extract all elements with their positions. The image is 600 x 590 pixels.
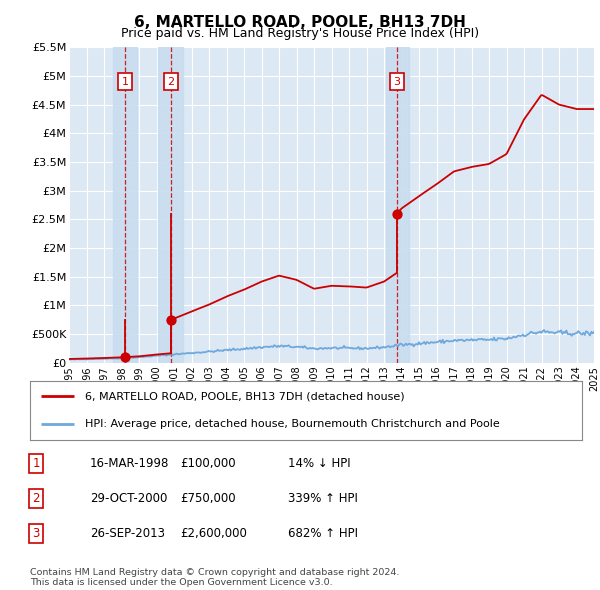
- Bar: [386, 47, 409, 363]
- Text: 339% ↑ HPI: 339% ↑ HPI: [288, 492, 358, 505]
- Text: 3: 3: [394, 77, 400, 87]
- Text: 16-MAR-1998: 16-MAR-1998: [90, 457, 169, 470]
- Text: £750,000: £750,000: [180, 492, 236, 505]
- Text: 6, MARTELLO ROAD, POOLE, BH13 7DH: 6, MARTELLO ROAD, POOLE, BH13 7DH: [134, 15, 466, 30]
- Point: [121, 352, 130, 362]
- Text: 14% ↓ HPI: 14% ↓ HPI: [288, 457, 350, 470]
- Text: 29-OCT-2000: 29-OCT-2000: [90, 492, 167, 505]
- Text: 1: 1: [32, 457, 40, 470]
- Text: £2,600,000: £2,600,000: [180, 527, 247, 540]
- Text: 6, MARTELLO ROAD, POOLE, BH13 7DH (detached house): 6, MARTELLO ROAD, POOLE, BH13 7DH (detac…: [85, 392, 405, 401]
- Bar: [158, 47, 183, 363]
- Text: £100,000: £100,000: [180, 457, 236, 470]
- Text: 1: 1: [122, 77, 128, 87]
- Text: 2: 2: [32, 492, 40, 505]
- Bar: [113, 47, 137, 363]
- Text: 26-SEP-2013: 26-SEP-2013: [90, 527, 165, 540]
- Text: HPI: Average price, detached house, Bournemouth Christchurch and Poole: HPI: Average price, detached house, Bour…: [85, 419, 500, 428]
- Text: 682% ↑ HPI: 682% ↑ HPI: [288, 527, 358, 540]
- Point: [392, 209, 402, 218]
- Text: Contains HM Land Registry data © Crown copyright and database right 2024.
This d: Contains HM Land Registry data © Crown c…: [30, 568, 400, 587]
- Text: Price paid vs. HM Land Registry's House Price Index (HPI): Price paid vs. HM Land Registry's House …: [121, 27, 479, 40]
- Point: [166, 315, 176, 324]
- Text: 3: 3: [32, 527, 40, 540]
- Text: 2: 2: [167, 77, 175, 87]
